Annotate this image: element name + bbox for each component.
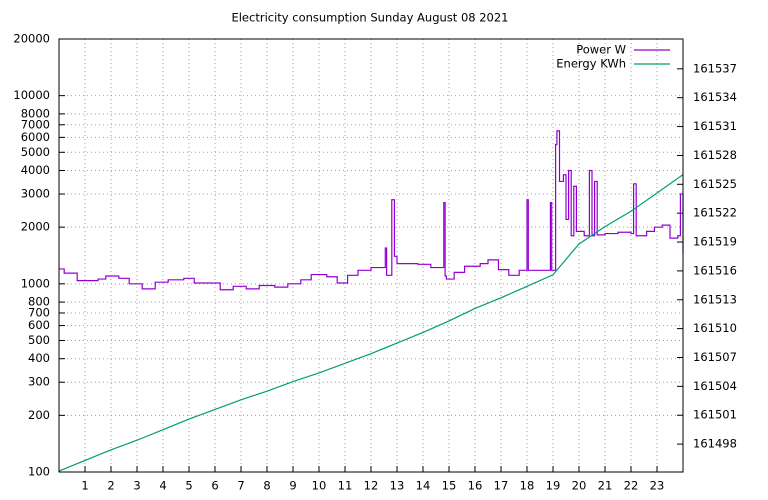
x-tick-label: 17 (494, 479, 509, 493)
x-tick-label: 14 (416, 479, 431, 493)
x-tick-label: 5 (185, 479, 192, 493)
y2-tick-label: 161510 (693, 321, 737, 335)
x-tick-label: 2 (107, 479, 114, 493)
x-tick-label: 18 (520, 479, 535, 493)
y-tick-label: 3000 (21, 187, 50, 201)
y-tick-label: 100 (28, 465, 50, 479)
y-tick-label: 6000 (21, 130, 50, 144)
y2-tick-label: 161498 (693, 437, 737, 451)
y-tick-label: 5000 (21, 145, 50, 159)
legend-label: Energy KWh (556, 57, 626, 71)
y2-tick-label: 161534 (693, 90, 737, 104)
y-tick-label: 4000 (21, 163, 50, 177)
y-tick-label: 7000 (21, 117, 50, 131)
x-tick-label: 10 (312, 479, 327, 493)
y-tick-label: 200 (28, 408, 50, 422)
y-tick-label: 700 (28, 305, 50, 319)
y-tick-label: 10000 (13, 88, 50, 102)
y2-tick-label: 161501 (693, 408, 737, 422)
x-tick-label: 11 (338, 479, 353, 493)
x-tick-label: 13 (390, 479, 405, 493)
y2-tick-label: 161516 (693, 263, 737, 277)
series-line (58, 174, 684, 472)
x-tick-label: 22 (624, 479, 639, 493)
x-tick-label: 1 (81, 479, 88, 493)
x-tick-label: 16 (468, 479, 483, 493)
x-tick-label: 15 (442, 479, 457, 493)
x-tick-label: 4 (159, 479, 166, 493)
y-tick-label: 20000 (13, 32, 50, 46)
y-tick-label: 300 (28, 375, 50, 389)
y-tick-label: 1000 (21, 276, 50, 290)
y-tick-label: 8000 (21, 106, 50, 120)
x-tick-label: 23 (650, 479, 665, 493)
y2-tick-label: 161537 (693, 61, 737, 75)
y2-tick-label: 161528 (693, 148, 737, 162)
x-tick-label: 19 (546, 479, 561, 493)
y2-tick-label: 161513 (693, 292, 737, 306)
y-tick-label: 2000 (21, 220, 50, 234)
y-tick-label: 800 (28, 295, 50, 309)
x-tick-label: 3 (133, 479, 140, 493)
chart-title: Electricity consumption Sunday August 08… (231, 11, 508, 25)
x-tick-label: 20 (572, 479, 587, 493)
y2-tick-label: 161522 (693, 206, 737, 220)
x-tick-label: 21 (598, 479, 613, 493)
legend-label: Power W (576, 43, 626, 57)
y2-tick-label: 161525 (693, 177, 737, 191)
y2-tick-label: 161519 (693, 235, 737, 249)
x-tick-label: 8 (263, 479, 270, 493)
plot-frame (58, 38, 684, 473)
y2-tick-label: 161504 (693, 379, 737, 393)
y-tick-label: 400 (28, 351, 50, 365)
x-tick-label: 12 (364, 479, 379, 493)
x-tick-label: 6 (211, 479, 218, 493)
y2-tick-label: 161531 (693, 119, 737, 133)
y-tick-label: 600 (28, 318, 50, 332)
y-tick-label: 500 (28, 333, 50, 347)
x-tick-label: 7 (237, 479, 244, 493)
series-line (59, 130, 684, 291)
x-tick-label: 9 (289, 479, 296, 493)
y2-tick-label: 161507 (693, 350, 737, 364)
